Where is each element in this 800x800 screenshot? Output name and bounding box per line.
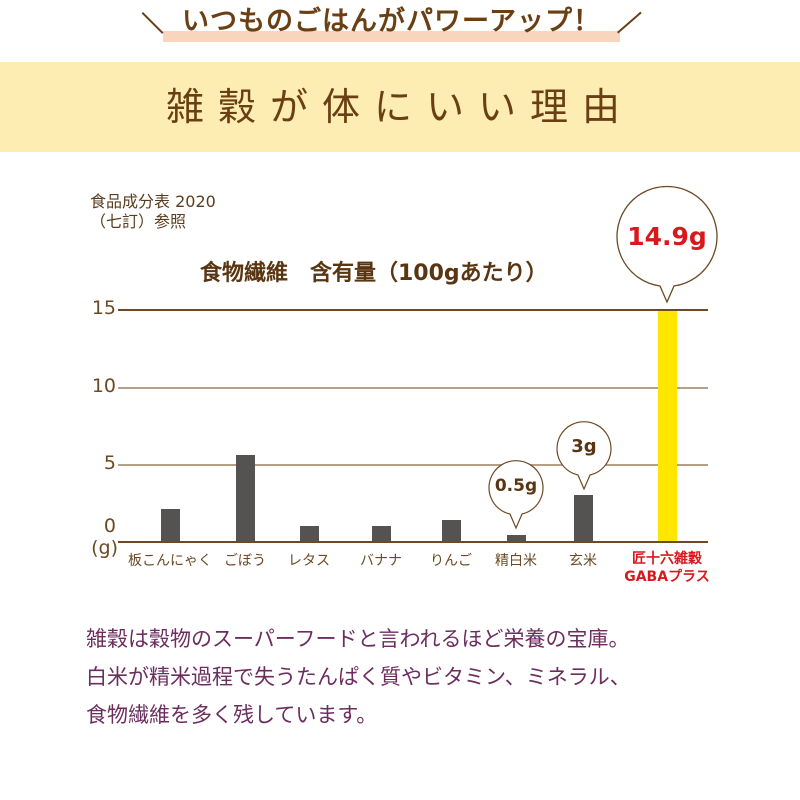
tagline: いつものごはんがパワーアップ！ [182,6,601,37]
x-label-gobou: ごぼう [224,553,266,569]
x-label-white-rice: 精白米 [495,553,537,569]
x-label-product: 匠十六雑穀 GABAプラス [622,550,712,586]
description: 雑穀は穀物のスーパーフードと言われるほど栄養の宝庫。 白米が精米過程で失うたんぱ… [86,620,631,734]
bubble-product: 14.9g [615,185,719,305]
bar-white-rice [507,535,526,542]
x-label-banana: バナナ [360,553,402,569]
description-line-1: 雑穀は穀物のスーパーフードと言われるほど栄養の宝庫。 [86,627,630,651]
x-label-konnyaku: 板こんにゃく [128,553,212,569]
bar-product [658,311,677,542]
tagline-highlight [163,31,620,42]
speech-bubble-icon [556,421,612,491]
right-slash-decoration [617,11,642,34]
y-tick-10: 10 [91,375,116,397]
title-banner [0,62,800,152]
gridline-5 [118,464,708,466]
speech-bubble-icon [616,185,718,304]
bubble-white-rice: 0.5g [486,458,546,530]
gridline-10 [118,387,708,389]
x-label-lettuce: レタス [288,553,330,569]
bar-banana [372,526,391,542]
x-label-product-line2: GABAプラス [624,569,710,585]
bar-gobou [236,455,255,542]
description-line-3: 食物繊維を多く残しています。 [86,703,378,727]
bar-brown-rice [574,495,593,542]
bubble-brown-rice-label: 3g [571,436,597,457]
source-line-2: （七訂）参照 [90,212,187,231]
x-label-product-line1: 匠十六雑穀 [632,551,702,567]
bar-apple [442,520,461,542]
bubble-brown-rice: 3g [554,419,614,491]
bubble-white-rice-label: 0.5g [494,476,538,496]
x-label-apple: りんご [430,553,472,569]
gridline-15 [118,309,708,311]
source-note: 食品成分表 2020 （七訂）参照 [90,192,216,232]
speech-bubble-icon [488,460,544,530]
page-title: 雑穀が体にいい理由 [165,85,634,129]
y-unit-label: (g) [91,537,118,559]
chart-title: 食物繊維 含有量（100gあたり） [200,261,548,286]
y-tick-15: 15 [91,297,116,319]
left-slash-decoration [141,12,164,34]
y-tick-0: 0 [103,515,116,537]
bar-konnyaku [161,509,180,542]
x-label-brown-rice: 玄米 [569,553,597,569]
y-tick-5: 5 [103,452,116,474]
bubble-product-label: 14.9g [627,222,707,251]
x-axis-baseline [118,541,708,543]
description-line-2: 白米が精米過程で失うたんぱく質やビタミン、ミネラル、 [86,665,631,689]
bar-lettuce [300,526,319,542]
source-line-1: 食品成分表 2020 [90,192,216,211]
